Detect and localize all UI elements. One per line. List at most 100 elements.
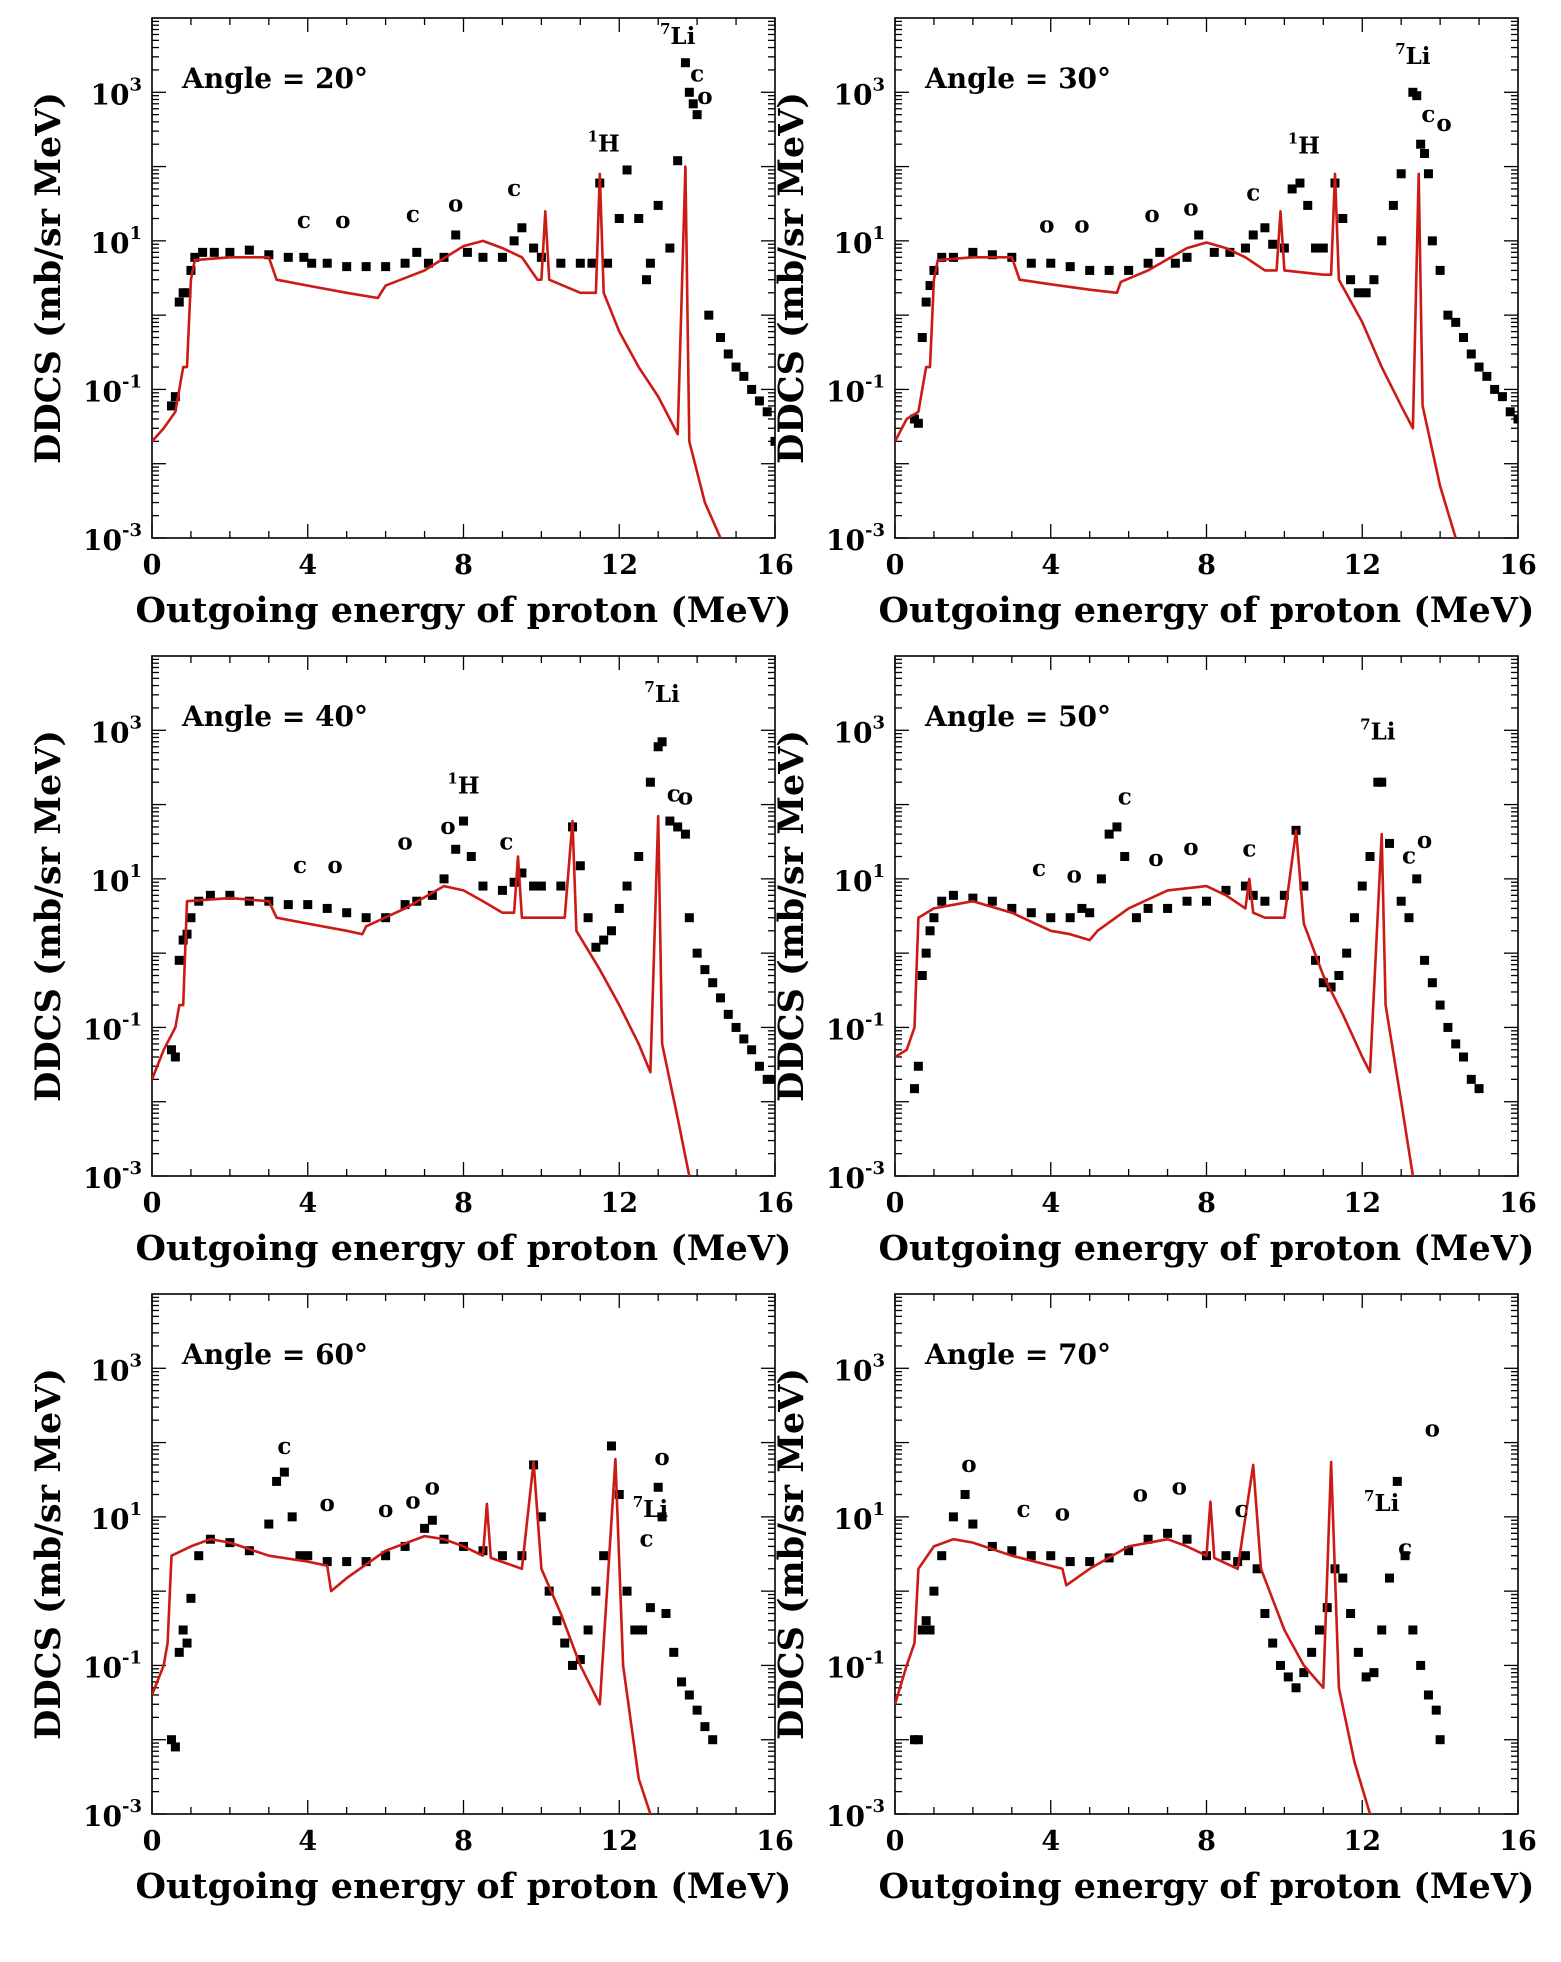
x-tick-label: 16 <box>756 1188 794 1219</box>
data-point <box>1260 223 1270 233</box>
x-tick-label: 0 <box>886 1826 905 1857</box>
x-tick-label: 8 <box>454 1826 473 1857</box>
data-point <box>599 935 609 945</box>
data-point <box>1143 903 1153 913</box>
model-curve <box>152 1457 652 1814</box>
data-point <box>1299 1668 1309 1678</box>
data-point <box>1353 1647 1363 1657</box>
x-tick-label: 12 <box>1343 1826 1381 1857</box>
data-point <box>400 258 410 268</box>
data-point <box>497 252 507 262</box>
data-point <box>1416 139 1426 149</box>
data-point <box>1209 247 1219 257</box>
data-point <box>754 396 764 406</box>
data-point <box>754 1061 764 1071</box>
data-point <box>948 252 958 262</box>
y-axis-label: DDCS (mb/sr MeV) <box>771 1368 812 1740</box>
data-point <box>279 1467 289 1477</box>
chart-panel: 0 4 8 12 16 10-3 10-1 101 103 Outgoing energy of … <box>771 655 1537 1269</box>
data-point <box>1361 288 1371 298</box>
peak-annotation: 7Li <box>1360 716 1396 746</box>
data-point <box>381 262 391 272</box>
x-tick-label: 4 <box>298 1188 317 1219</box>
data-point <box>657 737 667 747</box>
data-point <box>614 903 624 913</box>
peak-annotation: o <box>425 1473 440 1500</box>
data-point <box>1007 1546 1017 1556</box>
data-point <box>361 262 371 272</box>
data-point <box>1435 1735 1445 1745</box>
data-point <box>166 1045 176 1055</box>
data-point <box>178 935 188 945</box>
data-point <box>283 900 293 910</box>
data-point <box>1349 913 1359 923</box>
data-point <box>462 247 472 257</box>
data-point <box>194 1551 204 1561</box>
data-point <box>1221 1551 1231 1561</box>
data-point <box>622 881 632 891</box>
y-tick-label: 101 <box>834 223 886 260</box>
data-point <box>1026 908 1036 918</box>
data-point <box>1466 349 1476 359</box>
data-point <box>1513 414 1518 424</box>
panel-title: Angle = 50° <box>924 700 1111 733</box>
x-tick-label: 4 <box>1041 1188 1060 1219</box>
data-point <box>1303 200 1313 210</box>
data-point <box>342 1557 352 1567</box>
y-tick-label: 101 <box>834 1499 886 1536</box>
data-point <box>536 1512 546 1522</box>
peak-annotation: c <box>1246 179 1260 206</box>
x-tick-label: 12 <box>600 550 638 581</box>
peak-annotation: c <box>499 828 513 855</box>
data-point <box>653 200 663 210</box>
data-point <box>1182 1534 1192 1544</box>
x-tick-label: 0 <box>143 550 162 581</box>
data-point <box>1466 1074 1476 1084</box>
data-point <box>209 247 219 257</box>
x-tick-label: 4 <box>1041 1826 1060 1857</box>
peak-annotation: c <box>1242 835 1256 862</box>
data-point <box>1143 1534 1153 1544</box>
data-point <box>1431 1705 1441 1715</box>
peak-annotation: o <box>1074 211 1089 238</box>
data-point <box>739 1034 749 1044</box>
data-point <box>322 903 332 913</box>
data-point <box>1112 822 1122 832</box>
data-point <box>987 250 997 260</box>
data-point <box>1143 258 1153 268</box>
data-point <box>1170 258 1180 268</box>
data-point <box>190 252 200 262</box>
data-point <box>1065 1557 1075 1567</box>
data-point <box>1357 881 1367 891</box>
peak-annotation: c <box>297 207 311 234</box>
data-point <box>575 258 585 268</box>
data-point <box>937 1551 947 1561</box>
data-point <box>657 1512 667 1522</box>
peak-annotation: c <box>1421 101 1435 128</box>
model-curve <box>895 829 1415 1176</box>
data-point <box>700 965 710 975</box>
data-point <box>1275 1660 1285 1670</box>
data-point <box>715 333 725 343</box>
data-point <box>1505 407 1515 417</box>
peak-annotation: 7Li <box>1364 1487 1400 1517</box>
y-tick-label: 101 <box>834 861 886 898</box>
peak-annotation: o <box>378 1496 393 1523</box>
data-point <box>1194 230 1204 240</box>
data-point <box>1420 148 1430 158</box>
peak-annotation: o <box>1183 194 1198 221</box>
data-point <box>731 1022 741 1032</box>
peak-annotation: o <box>697 83 712 110</box>
y-tick-label: 103 <box>834 74 886 111</box>
data-point <box>1202 896 1211 906</box>
peak-annotation: o <box>1144 201 1159 228</box>
data-point <box>1240 881 1250 891</box>
data-point <box>423 258 433 268</box>
peak-annotation: c <box>1398 1535 1412 1562</box>
peak-annotation: o <box>1039 211 1054 238</box>
y-tick-label: 103 <box>834 1350 886 1387</box>
data-point <box>361 1557 371 1567</box>
data-point <box>968 893 978 903</box>
data-point <box>451 844 461 854</box>
